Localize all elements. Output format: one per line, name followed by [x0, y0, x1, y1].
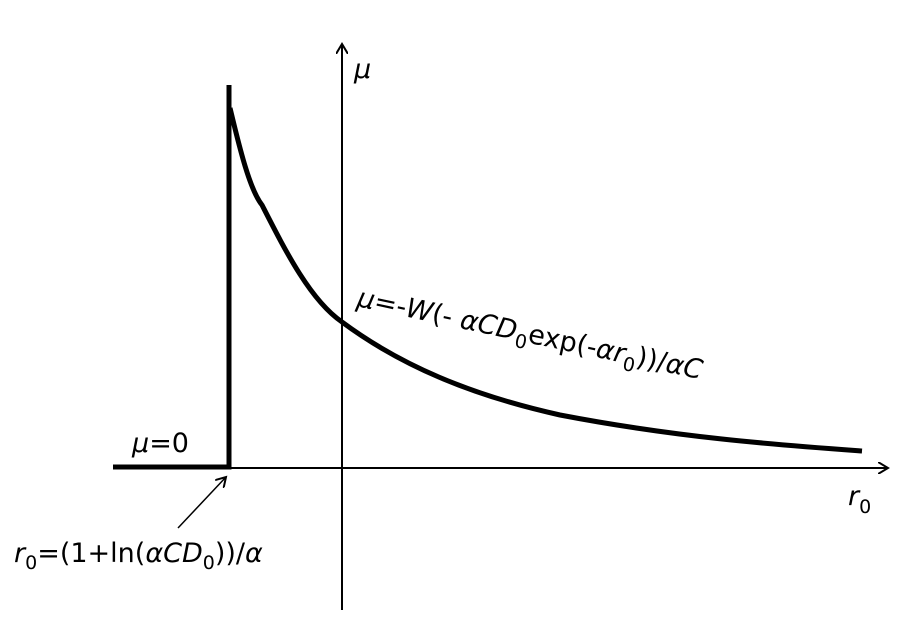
text-part: ))/: [215, 538, 246, 569]
text-part: αC: [663, 348, 705, 386]
text-part: =-: [371, 286, 409, 323]
text-part: αCD: [145, 538, 202, 569]
curve-label: μ=-W(- αCD0exp(-αr0))/αC: [353, 282, 706, 391]
text-part: r: [14, 538, 27, 569]
text-part: ))/: [634, 342, 671, 379]
text-part: 0: [621, 353, 637, 377]
text-part: 0: [513, 330, 529, 354]
x-axis-label: r0: [848, 481, 871, 518]
text-part: =0: [149, 428, 189, 459]
text-part: exp(-: [525, 319, 599, 364]
text-part: 0: [859, 496, 871, 518]
y-axis-label: μ: [353, 54, 371, 85]
text-part: α: [245, 538, 263, 569]
threshold-label: r0=(1+ln(αCD0))/α: [14, 538, 263, 574]
text-part: 0: [25, 552, 37, 574]
curve: [227, 107, 863, 454]
zero-label: μ=0: [131, 428, 189, 459]
text-part: (-: [429, 298, 464, 334]
text-part: αCD: [457, 304, 520, 346]
text-part: 0: [203, 552, 215, 574]
pointer-arrow: [177, 477, 226, 529]
text-part: r: [848, 481, 861, 512]
step: [113, 85, 232, 470]
text-part: =(1+ln(: [37, 538, 145, 569]
text-part: μ: [131, 428, 149, 459]
